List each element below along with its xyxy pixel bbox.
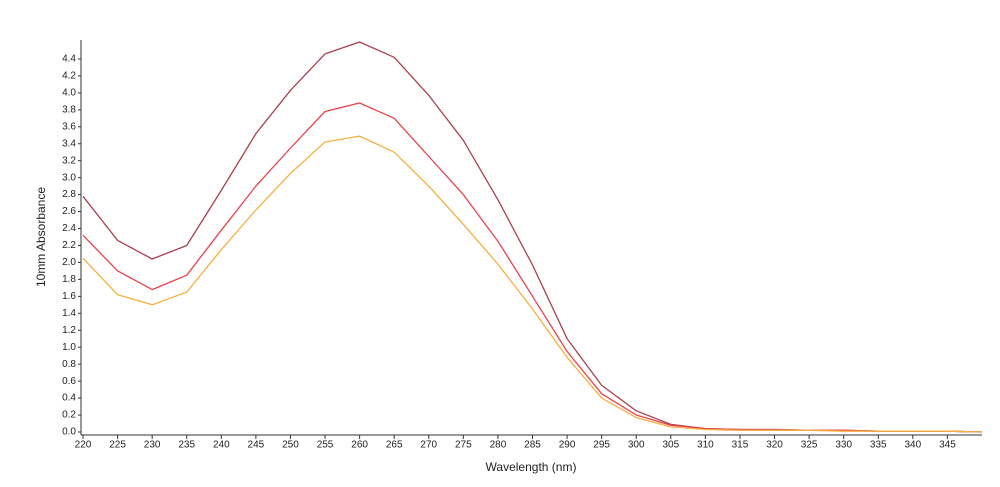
y-tick-label: 2.6 bbox=[62, 206, 76, 217]
x-tick-label: 240 bbox=[213, 440, 230, 451]
y-tick-label: 2.0 bbox=[62, 257, 76, 268]
x-tick-label: 245 bbox=[248, 440, 265, 451]
y-axis-label: 10mm Absorbance bbox=[34, 187, 48, 287]
x-tick-label: 290 bbox=[559, 440, 576, 451]
y-tick-label: 2.8 bbox=[62, 189, 76, 200]
x-tick-label: 295 bbox=[593, 440, 610, 451]
y-tick-label: 1.4 bbox=[62, 308, 76, 319]
series-line bbox=[82, 102, 983, 433]
y-tick-label: 0.2 bbox=[62, 410, 76, 421]
y-tick-label: 4.2 bbox=[62, 71, 76, 82]
y-tick-label: 1.0 bbox=[62, 342, 76, 353]
y-tick-label: 3.0 bbox=[62, 172, 76, 183]
x-tick-label: 285 bbox=[524, 440, 541, 451]
x-tick-label: 265 bbox=[386, 440, 403, 451]
y-tick-label: 3.4 bbox=[62, 138, 76, 149]
x-tick-label: 225 bbox=[109, 440, 126, 451]
series-line bbox=[82, 41, 983, 433]
x-tick-label: 335 bbox=[870, 440, 887, 451]
y-tick-label: 0.8 bbox=[62, 359, 76, 370]
y-tick-label: 4.4 bbox=[62, 54, 76, 65]
y-tick-label: 3.2 bbox=[62, 155, 76, 166]
x-tick-label: 320 bbox=[766, 440, 783, 451]
y-tick-label: 0.6 bbox=[62, 376, 76, 387]
x-axis-label: Wavelength (nm) bbox=[486, 460, 577, 474]
y-tick-label: 1.2 bbox=[62, 325, 76, 336]
y-tick-label: 2.4 bbox=[62, 223, 76, 234]
y-tick-label: 1.6 bbox=[62, 291, 76, 302]
x-tick-label: 235 bbox=[178, 440, 195, 451]
x-tick-label: 220 bbox=[75, 440, 92, 451]
x-tick-label: 315 bbox=[732, 440, 749, 451]
x-tick-label: 300 bbox=[628, 440, 645, 451]
x-tick-label: 305 bbox=[662, 440, 679, 451]
y-tick-label: 3.6 bbox=[62, 121, 76, 132]
x-tick-label: 345 bbox=[939, 440, 956, 451]
x-tick-label: 230 bbox=[144, 440, 161, 451]
x-tick-label: 310 bbox=[697, 440, 714, 451]
x-tick-label: 280 bbox=[490, 440, 507, 451]
y-tick-label: 4.0 bbox=[62, 88, 76, 99]
x-tick-label: 340 bbox=[905, 440, 922, 451]
x-tick-label: 330 bbox=[835, 440, 852, 451]
x-tick-label: 260 bbox=[351, 440, 368, 451]
x-tick-label: 255 bbox=[317, 440, 334, 451]
y-tick-label: 3.8 bbox=[62, 104, 76, 115]
x-tick-label: 250 bbox=[282, 440, 299, 451]
y-tick-label: 1.8 bbox=[62, 274, 76, 285]
x-tick-label: 275 bbox=[455, 440, 472, 451]
x-tick-label: 325 bbox=[801, 440, 818, 451]
y-tick-label: 0.4 bbox=[62, 393, 76, 404]
series-line bbox=[82, 135, 983, 433]
y-tick-label: 0.0 bbox=[62, 427, 76, 438]
x-tick-label: 270 bbox=[420, 440, 437, 451]
y-tick-label: 2.2 bbox=[62, 240, 76, 251]
